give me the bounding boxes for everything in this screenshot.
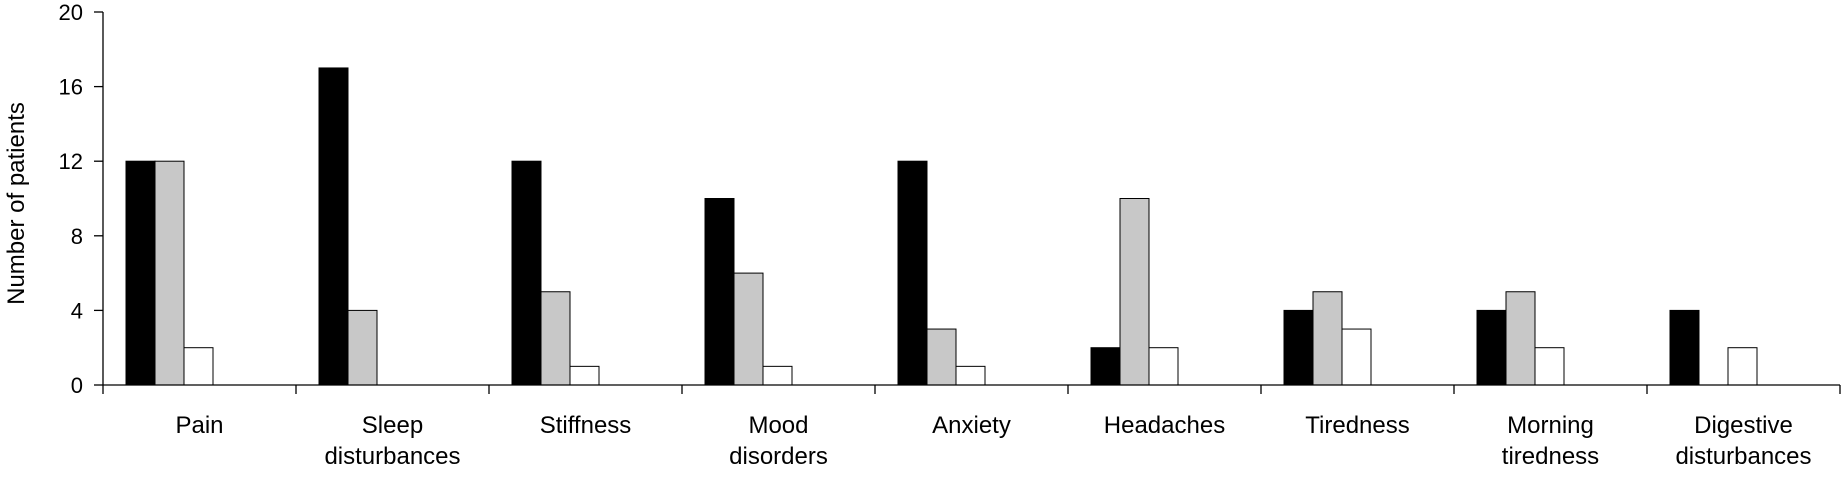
x-category-label: Sleep disturbances: [324, 412, 460, 470]
bar-series3-cat6: [1148, 347, 1179, 386]
y-tick-label: 12: [59, 149, 83, 174]
y-tick-label: 4: [71, 298, 83, 323]
bar-series3-cat9: [1727, 347, 1758, 386]
bar-series2-cat2: [347, 309, 378, 386]
bar-series2-cat3: [540, 291, 571, 386]
axes-layer: [94, 11, 1841, 394]
bar-series3-cat5: [955, 365, 986, 386]
y-tick-label: 0: [71, 373, 83, 398]
bar-series3-cat4: [762, 365, 793, 386]
bar-series3-cat7: [1341, 328, 1372, 386]
bar-series1-cat9: [1669, 309, 1700, 386]
bar-series1-cat3: [511, 160, 542, 386]
bar-series2-cat6: [1119, 198, 1150, 386]
bar-series1-cat8: [1476, 309, 1507, 386]
bar-series1-cat2: [318, 67, 349, 386]
bar-series1-cat5: [897, 160, 928, 386]
bar-series1-cat4: [704, 198, 735, 386]
x-category-label: Mood disorders: [729, 412, 828, 470]
bar-series1-cat6: [1090, 347, 1121, 386]
labels-layer: 0 4 8 12 16 20 Pain Sleep disturbances Stiffness M…: [3, 0, 1812, 470]
x-category-label: Tiredness: [1305, 412, 1409, 439]
bar-series3-cat8: [1534, 347, 1565, 386]
x-category-label: Anxiety: [932, 412, 1011, 439]
x-category-label: Pain: [175, 412, 223, 439]
x-category-label: Morning tiredness: [1502, 412, 1599, 470]
bar-series1-cat1: [125, 160, 156, 386]
bar-series2-cat4: [733, 272, 764, 386]
bar-series2-cat7: [1312, 291, 1343, 386]
x-category-label: Digestive disturbances: [1675, 412, 1811, 470]
y-tick-label: 8: [71, 224, 83, 249]
bar-series2-cat5: [926, 328, 957, 386]
y-axis-title: Number of patients: [3, 102, 30, 305]
bar-series2-cat8: [1505, 291, 1536, 386]
bars-layer: [125, 67, 1758, 386]
bar-series1-cat7: [1283, 309, 1314, 386]
bar-series3-cat3: [569, 365, 600, 386]
x-category-label: Stiffness: [540, 412, 632, 439]
x-category-label: Headaches: [1104, 412, 1225, 439]
y-tick-label: 16: [59, 75, 83, 100]
bar-series3-cat1: [183, 347, 214, 386]
bar-series2-cat1: [154, 160, 185, 386]
y-tick-label: 20: [59, 0, 83, 25]
